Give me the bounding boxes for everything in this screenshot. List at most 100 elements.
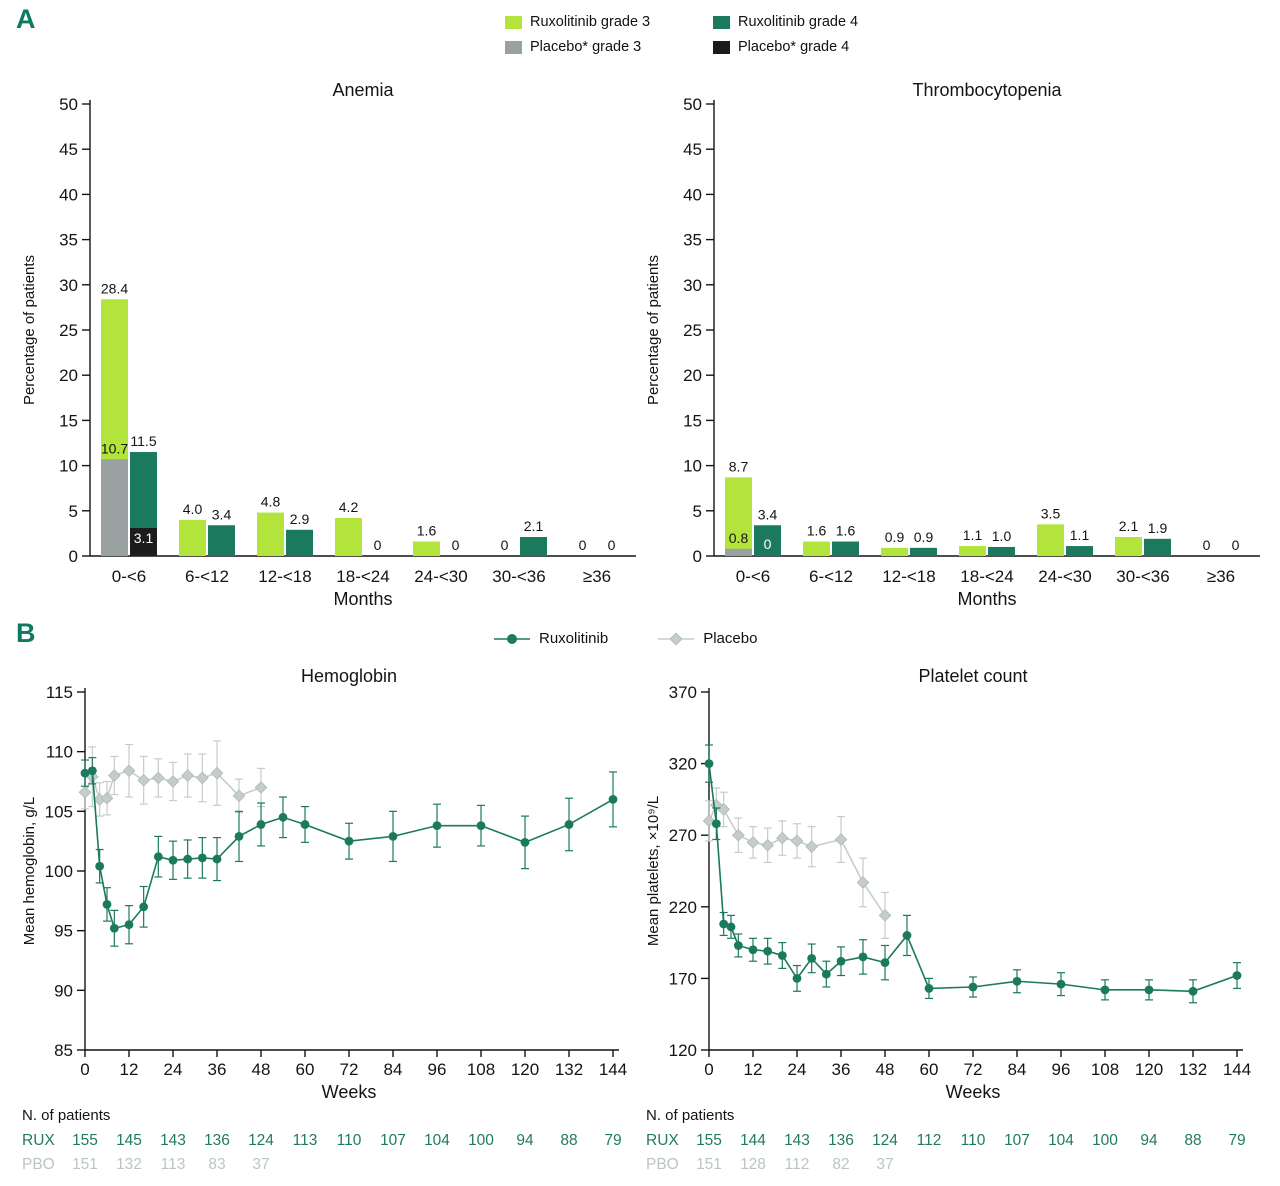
legend-label-pbo-grade3: Placebo* grade 3 xyxy=(530,39,642,55)
svg-text:24: 24 xyxy=(788,1060,807,1079)
svg-text:320: 320 xyxy=(669,755,697,774)
svg-text:15: 15 xyxy=(683,411,702,430)
svg-text:270: 270 xyxy=(669,826,697,845)
svg-text:0: 0 xyxy=(452,537,460,553)
svg-text:45: 45 xyxy=(683,140,702,159)
svg-text:115: 115 xyxy=(46,683,73,702)
svg-text:30: 30 xyxy=(59,276,78,295)
svg-text:0: 0 xyxy=(501,537,509,553)
svg-text:90: 90 xyxy=(54,981,73,1000)
svg-text:24: 24 xyxy=(164,1060,183,1079)
svg-text:1.9: 1.9 xyxy=(1148,520,1168,536)
svg-text:120: 120 xyxy=(669,1041,697,1060)
svg-text:104: 104 xyxy=(1048,1132,1074,1149)
legend-swatch-rux-grade4-icon xyxy=(713,15,730,29)
svg-text:0: 0 xyxy=(1232,537,1240,553)
svg-text:4.0: 4.0 xyxy=(183,501,203,517)
svg-text:10: 10 xyxy=(683,457,702,476)
legend-label-rux-grade4: Ruxolitinib grade 4 xyxy=(738,14,859,30)
legend-label-pbo-grade4: Placebo* grade 4 xyxy=(738,39,850,55)
svg-text:88: 88 xyxy=(560,1132,577,1149)
svg-text:PBO: PBO xyxy=(646,1156,679,1173)
svg-text:112: 112 xyxy=(917,1132,942,1149)
svg-text:151: 151 xyxy=(696,1156,722,1173)
svg-text:79: 79 xyxy=(1228,1132,1245,1149)
svg-text:0: 0 xyxy=(374,537,382,553)
svg-text:Anemia: Anemia xyxy=(332,80,394,100)
svg-text:Percentage of patients: Percentage of patients xyxy=(645,255,662,405)
svg-text:151: 151 xyxy=(72,1156,98,1173)
svg-text:N. of patients: N. of patients xyxy=(22,1107,110,1124)
svg-text:Percentage of patients: Percentage of patients xyxy=(21,255,38,405)
svg-text:18-<24: 18-<24 xyxy=(960,567,1013,586)
svg-text:370: 370 xyxy=(669,683,697,702)
svg-text:3.5: 3.5 xyxy=(1041,505,1061,521)
svg-text:136: 136 xyxy=(828,1132,854,1149)
legend-swatch-pbo-grade3-icon xyxy=(505,40,522,54)
svg-text:0: 0 xyxy=(80,1060,89,1079)
svg-text:1.1: 1.1 xyxy=(1070,527,1090,543)
svg-text:12-<18: 12-<18 xyxy=(258,567,311,586)
svg-text:40: 40 xyxy=(59,185,78,204)
svg-text:105: 105 xyxy=(45,802,73,821)
svg-text:0-<6: 0-<6 xyxy=(736,567,771,586)
svg-text:113: 113 xyxy=(161,1156,186,1173)
svg-text:Weeks: Weeks xyxy=(322,1082,377,1102)
svg-text:0: 0 xyxy=(608,537,616,553)
svg-text:136: 136 xyxy=(204,1132,230,1149)
svg-text:≥36: ≥36 xyxy=(583,567,611,586)
svg-text:84: 84 xyxy=(384,1060,403,1079)
svg-text:132: 132 xyxy=(116,1156,142,1173)
svg-text:96: 96 xyxy=(1052,1060,1071,1079)
svg-text:20: 20 xyxy=(683,366,702,385)
svg-text:36: 36 xyxy=(832,1060,851,1079)
svg-text:72: 72 xyxy=(964,1060,983,1079)
svg-text:155: 155 xyxy=(696,1132,722,1149)
svg-text:6-<12: 6-<12 xyxy=(809,567,853,586)
svg-text:Hemoglobin: Hemoglobin xyxy=(301,666,397,686)
svg-text:11.5: 11.5 xyxy=(130,433,156,449)
svg-text:60: 60 xyxy=(920,1060,939,1079)
svg-text:30: 30 xyxy=(683,276,702,295)
legend-item-placebo: Placebo xyxy=(656,630,757,647)
svg-text:104: 104 xyxy=(424,1132,450,1149)
svg-text:84: 84 xyxy=(1008,1060,1027,1079)
svg-text:144: 144 xyxy=(740,1132,766,1149)
svg-text:24-<30: 24-<30 xyxy=(414,567,467,586)
svg-text:144: 144 xyxy=(1223,1060,1251,1079)
svg-text:24-<30: 24-<30 xyxy=(1038,567,1091,586)
svg-text:10: 10 xyxy=(59,457,78,476)
legend-item-rux-grade3: Ruxolitinib grade 3 xyxy=(505,14,713,30)
svg-text:40: 40 xyxy=(683,185,702,204)
svg-text:95: 95 xyxy=(54,922,73,941)
svg-text:124: 124 xyxy=(872,1132,898,1149)
svg-text:37: 37 xyxy=(252,1156,269,1173)
svg-text:94: 94 xyxy=(516,1132,534,1149)
svg-text:4.8: 4.8 xyxy=(261,494,281,510)
svg-text:18-<24: 18-<24 xyxy=(336,567,389,586)
svg-text:143: 143 xyxy=(160,1132,186,1149)
svg-text:Months: Months xyxy=(333,589,392,609)
svg-text:Mean hemoglobin, g/L: Mean hemoglobin, g/L xyxy=(21,797,38,945)
svg-text:1.6: 1.6 xyxy=(417,523,437,539)
svg-text:RUX: RUX xyxy=(22,1132,55,1149)
svg-text:120: 120 xyxy=(1135,1060,1163,1079)
svg-text:Weeks: Weeks xyxy=(946,1082,1001,1102)
svg-text:12: 12 xyxy=(744,1060,763,1079)
svg-text:36: 36 xyxy=(208,1060,227,1079)
legend-item-rux-grade4: Ruxolitinib grade 4 xyxy=(713,14,858,30)
ruxolitinib-line-marker-icon xyxy=(492,631,532,647)
svg-text:132: 132 xyxy=(1179,1060,1207,1079)
svg-text:10.7: 10.7 xyxy=(101,440,128,456)
svg-text:100: 100 xyxy=(468,1132,494,1149)
svg-text:30-<36: 30-<36 xyxy=(492,567,545,586)
svg-text:2.1: 2.1 xyxy=(1119,518,1139,534)
svg-text:≥36: ≥36 xyxy=(1207,567,1235,586)
svg-text:120: 120 xyxy=(511,1060,539,1079)
legend-item-pbo-grade4: Placebo* grade 4 xyxy=(713,39,858,55)
svg-text:100: 100 xyxy=(45,862,73,881)
svg-text:Mean platelets, ×10⁹/L: Mean platelets, ×10⁹/L xyxy=(645,796,662,946)
svg-text:2.1: 2.1 xyxy=(524,518,544,534)
legend-item-pbo-grade3: Placebo* grade 3 xyxy=(505,39,713,55)
